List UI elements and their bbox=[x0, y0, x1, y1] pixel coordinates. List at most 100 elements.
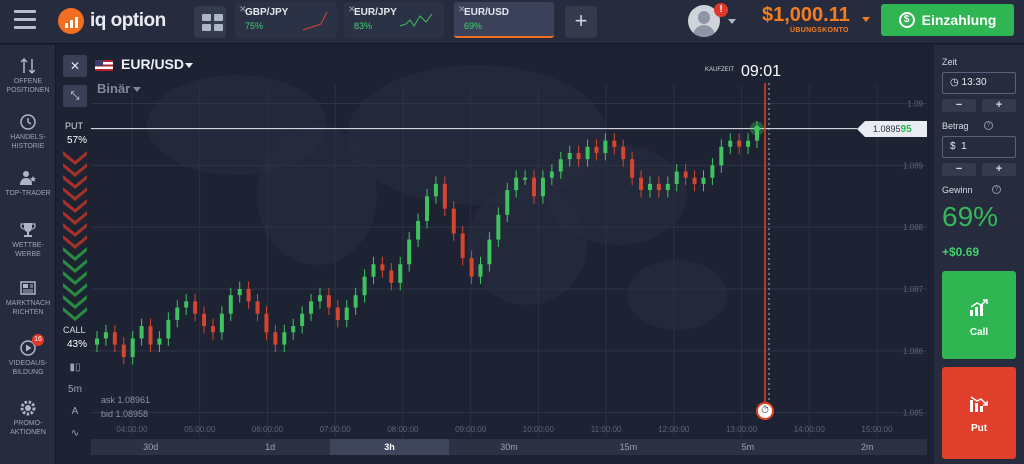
sidebar-item-label: VIDEOAUS-BILDUNG bbox=[8, 360, 48, 376]
sidebar-item-competitions[interactable]: WETTBE-WERBE bbox=[0, 219, 56, 259]
close-tab-icon[interactable]: ✕ bbox=[458, 4, 466, 14]
candle bbox=[416, 221, 421, 240]
candle bbox=[451, 208, 456, 234]
option-mode-selector[interactable]: Binär bbox=[97, 81, 131, 96]
sidebar-item-promo[interactable]: PROMO-AKTIONEN bbox=[0, 397, 56, 437]
timeframe-2m[interactable]: 2m bbox=[860, 442, 874, 452]
chart-area[interactable]: 1.09 1.089 1.088 1.087 1.086 1.085 04:00:00 05:… bbox=[57, 45, 927, 464]
candle bbox=[148, 326, 153, 345]
asset-tab-name: GBP/JPY bbox=[245, 7, 289, 18]
mini-chart-icon bbox=[302, 11, 328, 31]
logo[interactable]: iq option bbox=[58, 8, 166, 34]
notification-badge: ! bbox=[714, 3, 728, 17]
sidebar-item-label: PROMO-AKTIONEN bbox=[10, 420, 46, 436]
candle bbox=[576, 153, 581, 160]
sentiment-chevron bbox=[63, 223, 87, 237]
candle bbox=[505, 190, 510, 215]
asset-grid-button[interactable] bbox=[194, 6, 226, 38]
close-tab-icon[interactable]: ✕ bbox=[239, 4, 247, 14]
mini-chart-icon bbox=[399, 13, 433, 27]
timeframe-15m[interactable]: 15m bbox=[619, 442, 638, 452]
chevron-down-icon[interactable] bbox=[728, 19, 736, 24]
sentiment-chevron bbox=[63, 151, 87, 165]
time-minus-button[interactable]: − bbox=[942, 99, 976, 112]
asset-pair-selector[interactable]: EUR/USD bbox=[121, 56, 185, 72]
timeframe-3h[interactable]: 3h bbox=[329, 439, 450, 455]
close-tab-icon[interactable]: ✕ bbox=[348, 4, 356, 14]
timeframe-1d[interactable]: 1d bbox=[265, 442, 276, 452]
balance[interactable]: $1,000.11 bbox=[762, 4, 850, 26]
help-icon[interactable]: ? bbox=[992, 185, 1001, 194]
candle bbox=[514, 177, 519, 191]
candle bbox=[746, 140, 751, 147]
asset-tab-gbpjpy[interactable]: ✕ GBP/JPY 75% bbox=[235, 2, 337, 38]
candle bbox=[728, 140, 733, 147]
profit-percent: 69% bbox=[942, 201, 999, 232]
sidebar-item-label: HANDELS-HISTORIE bbox=[10, 134, 46, 150]
sidebar-item-open-positions[interactable]: OFFENE POSITIONEN bbox=[0, 55, 56, 95]
candle bbox=[621, 146, 626, 160]
expiry-time-field[interactable]: ◷ 13:30 bbox=[942, 72, 1016, 94]
chevron-down-icon[interactable] bbox=[185, 63, 193, 68]
sidebar-item-video[interactable]: 16 VIDEOAUS-BILDUNG bbox=[0, 334, 56, 377]
candle bbox=[674, 171, 679, 184]
candle bbox=[335, 307, 340, 320]
x-tick-label: 15:00:00 bbox=[861, 425, 893, 434]
help-icon[interactable]: ? bbox=[984, 121, 993, 130]
put-button[interactable]: Put bbox=[942, 367, 1016, 459]
close-chart-button[interactable]: ✕ bbox=[63, 55, 87, 77]
timeframe-30d[interactable]: 30d bbox=[143, 442, 159, 452]
asset-tab-eurjpy[interactable]: ✕ EUR/JPY 83% bbox=[344, 2, 444, 38]
logo-text: iq option bbox=[90, 10, 166, 31]
map-shape bbox=[547, 145, 687, 245]
indicators-icon[interactable]: ∿ bbox=[70, 428, 80, 439]
menu-icon[interactable] bbox=[14, 10, 36, 30]
candle bbox=[478, 264, 483, 277]
asset-tab-eurusd[interactable]: ✕ EUR/USD 69% bbox=[454, 2, 554, 38]
candle bbox=[228, 295, 233, 314]
candle bbox=[103, 332, 108, 339]
candle bbox=[184, 301, 189, 308]
account-type: ÜBUNGSKONTO bbox=[790, 27, 849, 34]
candle bbox=[683, 171, 688, 178]
timeframe-30m[interactable]: 30m bbox=[500, 442, 518, 452]
candle bbox=[701, 177, 706, 184]
asset-tab-name: EUR/USD bbox=[464, 7, 510, 18]
candle bbox=[389, 270, 394, 283]
deposit-button[interactable]: $ Einzahlung bbox=[881, 4, 1014, 36]
candle bbox=[585, 146, 590, 160]
interval-button[interactable]: 5m bbox=[68, 384, 82, 395]
current-price-dot bbox=[754, 125, 760, 132]
candle bbox=[309, 301, 314, 314]
current-price-main: 1.0895 bbox=[873, 124, 901, 134]
asset-tab-profit: 83% bbox=[354, 21, 373, 31]
call-button[interactable]: Call bbox=[942, 271, 1016, 359]
time-plus-button[interactable]: + bbox=[982, 99, 1016, 112]
sidebar-item-top-trader[interactable]: TOP-TRADER bbox=[0, 167, 56, 198]
drawing-tool-icon[interactable]: A bbox=[71, 406, 79, 417]
collapse-chart-button[interactable]: ⤡ bbox=[63, 85, 87, 107]
sidebar-item-history[interactable]: HANDELS-HISTORIE bbox=[0, 111, 56, 151]
chevron-down-icon[interactable] bbox=[133, 87, 141, 92]
sidebar-item-news[interactable]: MARKTNACH RICHTEN bbox=[0, 277, 56, 317]
candle bbox=[362, 276, 367, 296]
bid-price: bid 1.08958 bbox=[101, 409, 149, 419]
candle bbox=[121, 344, 126, 357]
candles-icon[interactable]: ▮▯ bbox=[69, 362, 81, 373]
chevron-down-icon[interactable] bbox=[862, 17, 870, 22]
amount-field[interactable]: $ 1 bbox=[942, 136, 1016, 158]
amount-label: Betrag bbox=[942, 121, 969, 131]
price-chart[interactable]: 1.09 1.089 1.088 1.087 1.086 1.085 04:00:00 05:… bbox=[57, 45, 927, 464]
put-sentiment-label: PUT bbox=[65, 121, 83, 131]
call-sentiment-label: CALL bbox=[63, 325, 86, 335]
candle bbox=[496, 214, 501, 240]
add-asset-button[interactable]: + bbox=[565, 6, 597, 38]
amount-plus-button[interactable]: + bbox=[982, 163, 1016, 176]
amount-minus-button[interactable]: − bbox=[942, 163, 976, 176]
ask-price: ask 1.08961 bbox=[101, 395, 151, 405]
top-trader-icon bbox=[0, 167, 56, 189]
timeframe-5m[interactable]: 5m bbox=[741, 442, 755, 452]
timeframe-bar: 30d 1d 3h 30m 15m 5m 2m bbox=[91, 439, 927, 455]
video-icon bbox=[0, 337, 56, 359]
trophy-icon bbox=[0, 219, 56, 241]
